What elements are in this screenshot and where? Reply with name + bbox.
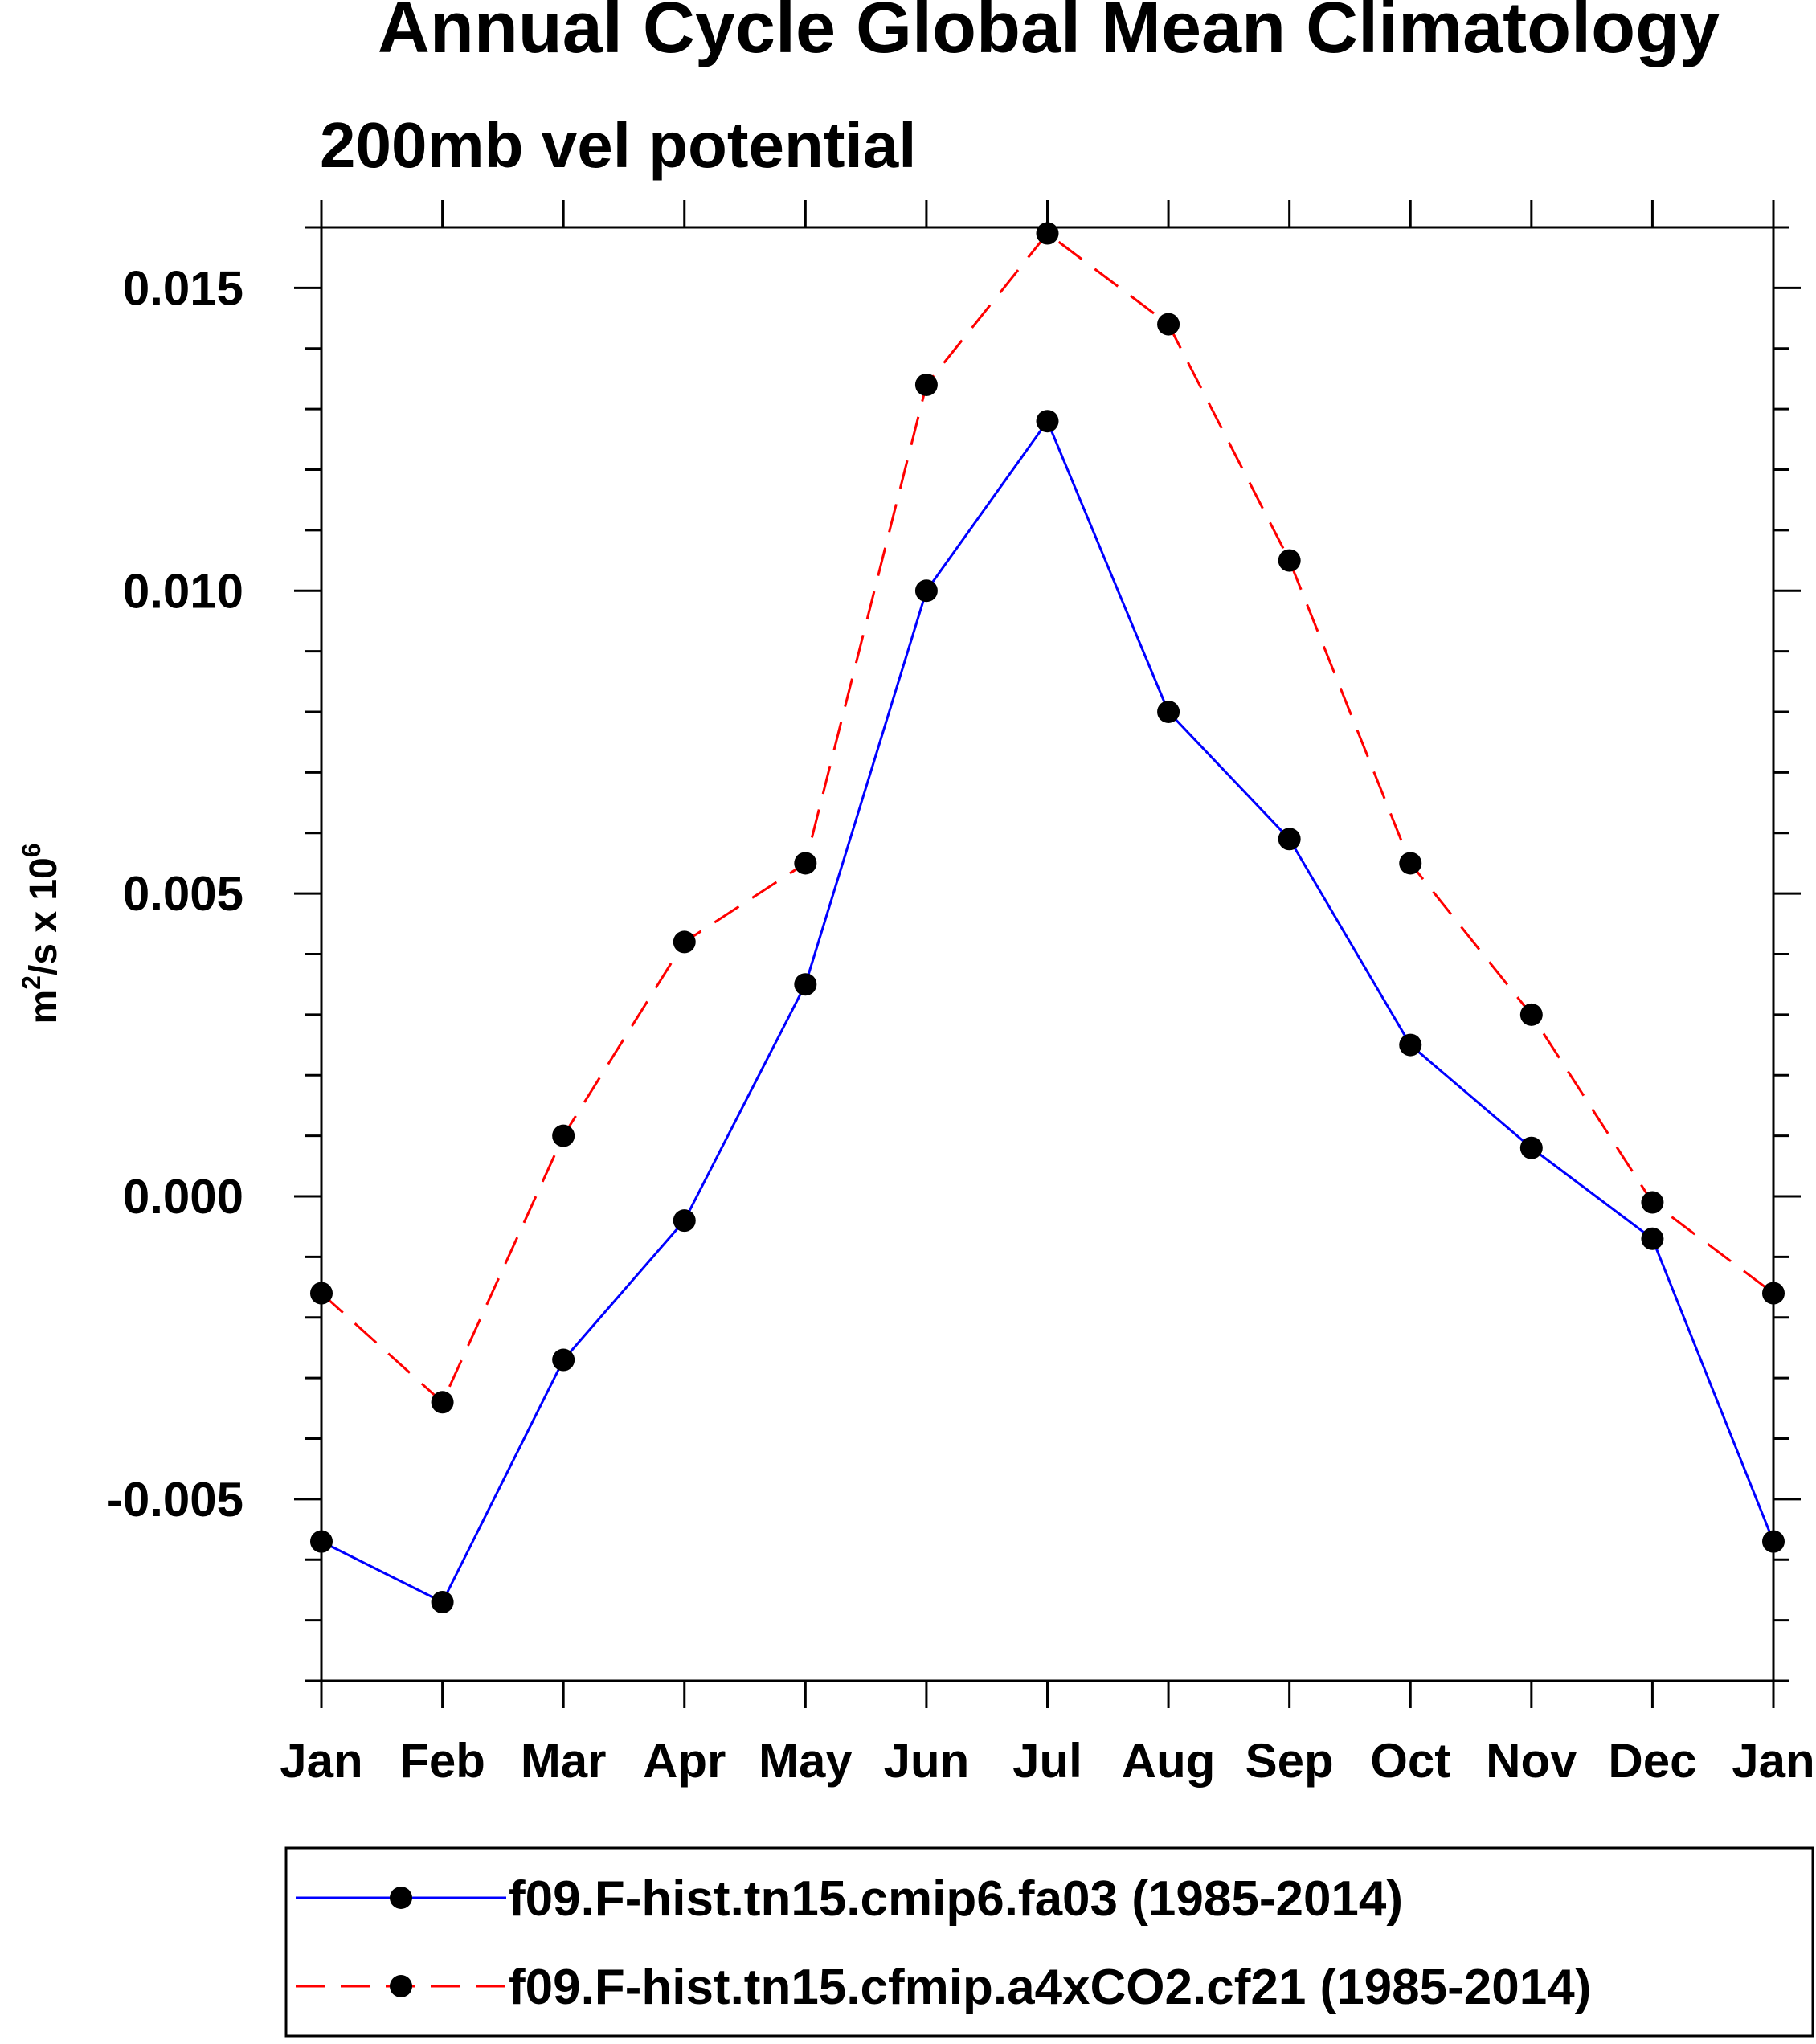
x-tick-label: Sep xyxy=(1245,1734,1334,1788)
data-point xyxy=(1641,1191,1664,1214)
data-point xyxy=(914,579,938,603)
data-point xyxy=(673,930,696,954)
x-tick-label: Jun xyxy=(884,1734,970,1788)
data-point xyxy=(1278,828,1301,851)
series-line xyxy=(321,419,1775,1604)
x-tick-label: Nov xyxy=(1486,1734,1577,1788)
x-tick-labels: Jan Feb Mar Apr May Jun Jul Aug Sep Oct Nov Dec Jan xyxy=(280,1734,1814,1788)
y-tick-label: 0.000 xyxy=(123,1170,243,1224)
y-tick-label: -0.005 xyxy=(107,1473,243,1527)
legend-label: f09.F-hist.tn15.cmip6.fa03 (1985-2014) xyxy=(509,1871,1403,1927)
legend-marker xyxy=(390,1975,412,1997)
data-point xyxy=(1157,701,1180,723)
x-tick-label: Jan xyxy=(280,1734,362,1788)
x-tick-label: Mar xyxy=(521,1734,607,1788)
chart-subtitle: 200mb vel potential xyxy=(320,109,916,181)
data-point xyxy=(1641,1227,1664,1250)
data-point xyxy=(552,1124,575,1147)
x-tick-label: Apr xyxy=(643,1734,726,1788)
x-tick-label: Feb xyxy=(399,1734,485,1788)
data-point xyxy=(1762,1530,1785,1553)
series-layer xyxy=(310,222,1785,1614)
plot-area-frame xyxy=(320,226,1775,1682)
legend-item-1: f09.F-hist.tn15.cmip6.fa03 (1985-2014) xyxy=(296,1871,1403,1927)
data-point xyxy=(794,973,817,996)
data-point xyxy=(1036,410,1059,433)
data-point xyxy=(1399,1033,1422,1057)
y-tick-labels: -0.005 0.000 0.005 0.010 0.015 xyxy=(107,261,243,1527)
x-tick-label: Jan xyxy=(1732,1734,1814,1788)
y-tick-label: 0.010 xyxy=(123,564,243,618)
data-point xyxy=(431,1391,454,1414)
data-point xyxy=(310,1530,333,1553)
data-point xyxy=(1399,852,1422,875)
series-1 xyxy=(310,410,1785,1614)
x-tick-label: May xyxy=(759,1734,853,1788)
legend-marker xyxy=(390,1887,412,1909)
data-point xyxy=(673,1209,696,1233)
data-point xyxy=(310,1282,333,1305)
svg-text:m2/s x 106: m2/s x 106 xyxy=(17,843,65,1024)
data-point xyxy=(1036,222,1059,245)
y-tick-label: 0.005 xyxy=(123,867,243,921)
legend: f09.F-hist.tn15.cmip6.fa03 (1985-2014) f0… xyxy=(296,1871,1591,2015)
data-point xyxy=(1157,313,1180,336)
legend-item-2: f09.F-hist.tn15.cfmip.a4xCO2.cf21 (1985-… xyxy=(296,1960,1591,2015)
data-point xyxy=(552,1348,575,1372)
y-axis-label: m2/s x 106 xyxy=(17,843,65,1024)
x-tick-label: Jul xyxy=(1012,1734,1082,1788)
series-2 xyxy=(310,222,1785,1414)
data-point xyxy=(431,1591,454,1614)
data-point xyxy=(1278,549,1301,572)
x-tick-label: Dec xyxy=(1608,1734,1696,1788)
legend-label: f09.F-hist.tn15.cfmip.a4xCO2.cf21 (1985-… xyxy=(509,1960,1591,2015)
legend-box xyxy=(284,1846,1814,2038)
series-line xyxy=(320,232,1774,1404)
data-point xyxy=(1519,1136,1543,1159)
data-point xyxy=(794,852,817,875)
y-tick-label: 0.015 xyxy=(123,261,243,315)
chart-title: Annual Cycle Global Mean Climatology xyxy=(378,0,1720,68)
data-point xyxy=(914,373,938,396)
x-tick-label: Aug xyxy=(1122,1734,1216,1788)
data-point xyxy=(1519,1003,1543,1026)
axis-ticks xyxy=(294,200,1801,1708)
data-point xyxy=(1762,1282,1785,1305)
x-tick-label: Oct xyxy=(1370,1734,1450,1788)
